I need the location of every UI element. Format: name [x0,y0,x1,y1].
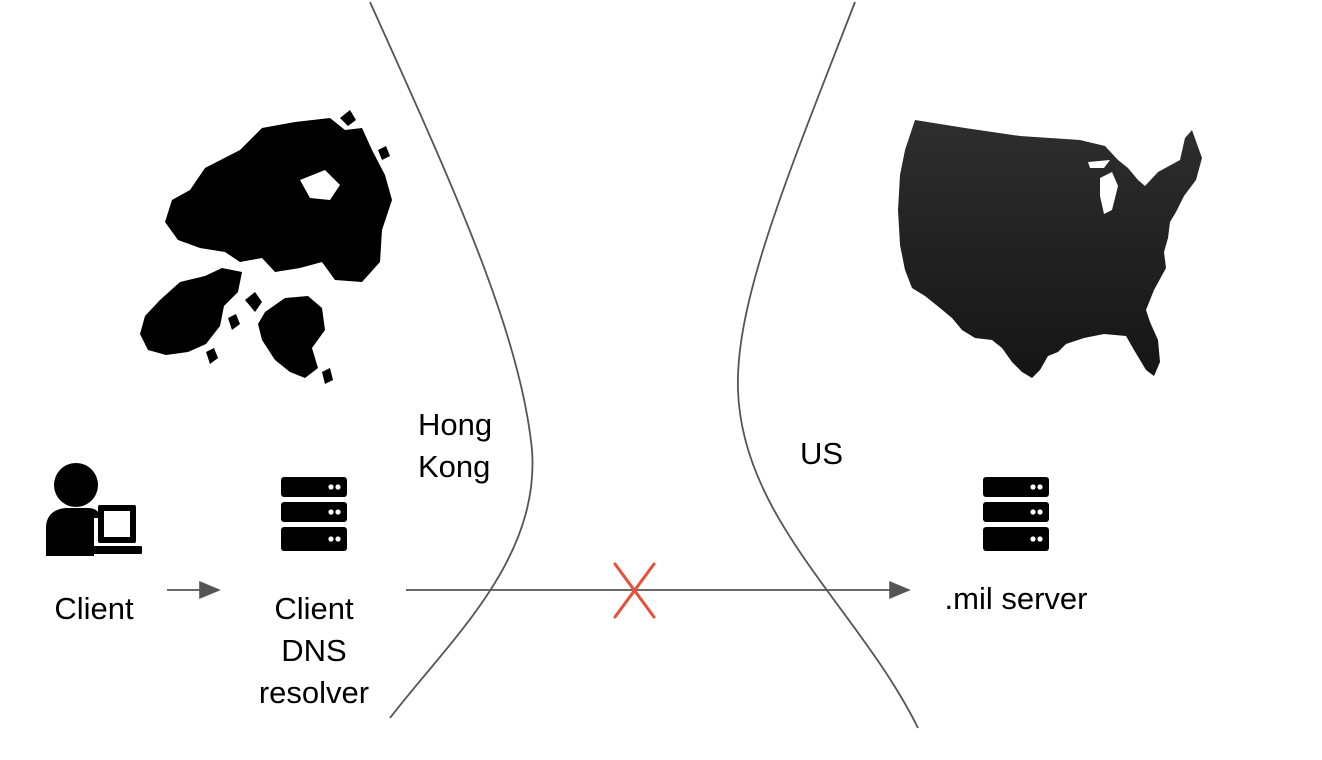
us-label: US [800,433,843,475]
hong-kong-label-line2: Kong [418,449,491,484]
hong-kong-label: Hong Kong [418,404,492,488]
hong-kong-map [140,110,392,384]
usa-map [898,120,1202,378]
server-stack-icon [281,477,347,551]
mil-server-label-text: .mil server [944,581,1088,616]
resolver-label-line2: DNS [281,633,347,668]
resolver-label-line1: Client [274,591,354,626]
resolver-label-line3: resolver [258,675,370,710]
us-label-text: US [800,436,844,471]
mil-server-icon [983,477,1049,551]
client-label-text: Client [54,591,134,626]
mil-server-label: .mil server [926,578,1106,620]
user-laptop-icon [46,463,142,556]
blocked-x-icon [613,562,656,619]
client-label: Client [40,588,148,630]
us-boundary [737,1,919,729]
hong-kong-label-line1: Hong [418,407,493,442]
resolver-label: Client DNS resolver [240,588,388,714]
hong-kong-boundary [369,1,534,719]
